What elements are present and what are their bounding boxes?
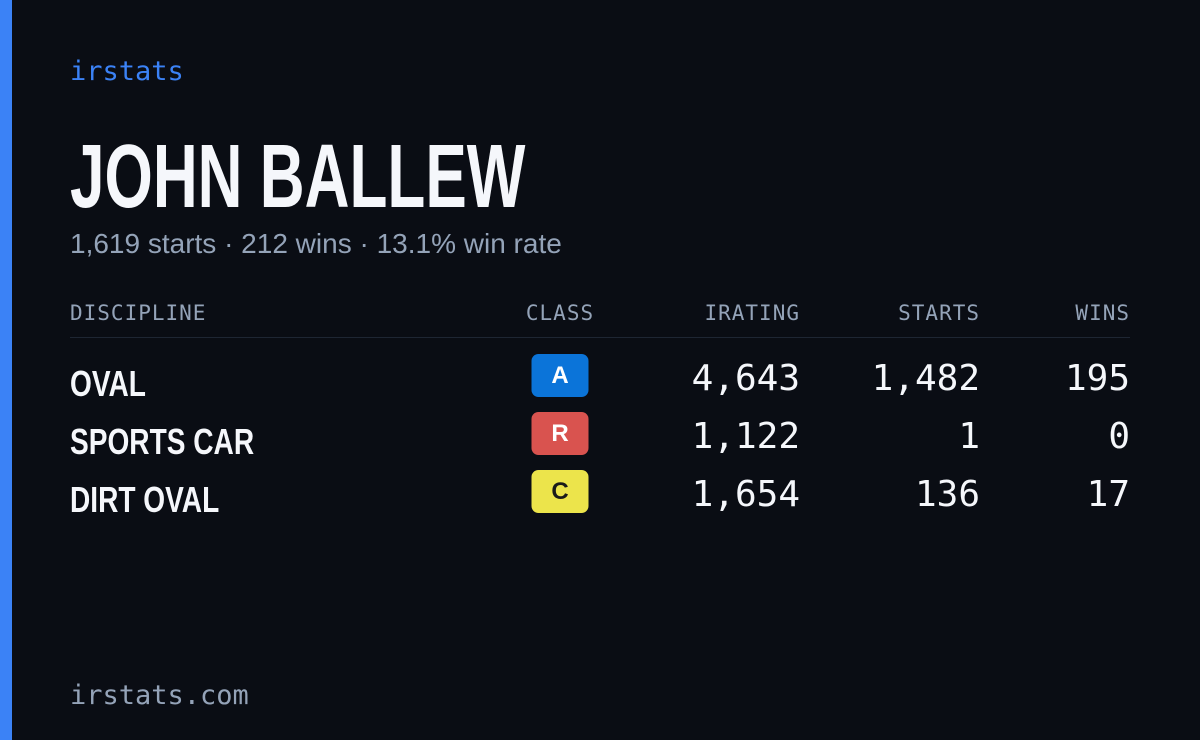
discipline: DIRT OVAL bbox=[70, 479, 220, 520]
class-badge: R bbox=[531, 412, 589, 455]
wins: 195 bbox=[1064, 358, 1130, 399]
wins: 0 bbox=[1108, 416, 1130, 457]
starts: 1 bbox=[958, 416, 980, 457]
irating: 4,643 bbox=[691, 358, 800, 399]
class-badge: A bbox=[531, 354, 589, 397]
starts: 136 bbox=[914, 474, 980, 515]
column-header: CLASS bbox=[525, 301, 595, 325]
header-divider bbox=[70, 337, 1130, 338]
class-badge: C bbox=[531, 470, 589, 513]
discipline: OVAL bbox=[70, 363, 146, 404]
column-header: DISCIPLINE bbox=[70, 301, 207, 325]
discipline: SPORTS CAR bbox=[70, 421, 255, 462]
column-header: STARTS bbox=[898, 301, 980, 325]
accent-bar bbox=[0, 0, 12, 740]
column-header: IRATING bbox=[704, 301, 800, 325]
driver-summary: 1,619 starts · 212 wins · 13.1% win rate bbox=[70, 228, 562, 259]
column-header: WINS bbox=[1075, 301, 1130, 325]
footer: irstats.com bbox=[70, 680, 249, 711]
irating: 1,122 bbox=[691, 416, 800, 457]
brand: irstats bbox=[70, 56, 184, 87]
irating: 1,654 bbox=[691, 474, 800, 515]
driver-name: JOHN BALLEW bbox=[70, 127, 526, 227]
starts: 1,482 bbox=[871, 358, 980, 399]
wins: 17 bbox=[1086, 474, 1130, 515]
